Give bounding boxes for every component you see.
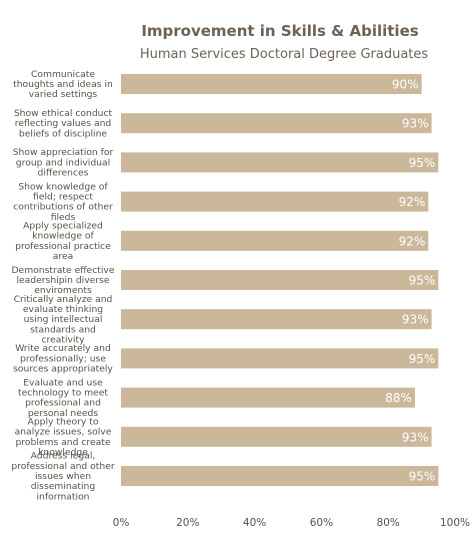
data-label: 93%	[402, 117, 429, 131]
data-label: 95%	[409, 274, 436, 288]
category-label: Demonstrate effective leadershipin divers…	[11, 265, 114, 296]
bar	[121, 309, 432, 330]
bar	[121, 230, 429, 251]
data-label: 95%	[409, 156, 436, 170]
bar	[121, 387, 415, 408]
bar	[121, 270, 439, 290]
data-label: 95%	[409, 470, 436, 484]
data-label: 93%	[402, 430, 429, 444]
data-label: 92%	[399, 195, 426, 209]
bars	[121, 74, 439, 486]
x-axis-tick-labels: 0% 20% 40% 60% 80% 100%	[113, 517, 470, 529]
data-label: 88%	[385, 391, 412, 405]
category-label: Show ethical conduct reflecting values an…	[14, 108, 113, 139]
category-label: Address legal, professional and other issu…	[11, 451, 114, 503]
bar	[121, 74, 422, 94]
category-label: Show knowledge of field; respect contribut…	[13, 181, 113, 223]
bar	[121, 426, 432, 447]
category-label: Write accurately and professionally; use s…	[13, 343, 113, 374]
x-tick-label: 80%	[377, 517, 400, 529]
x-tick-label: 40%	[243, 517, 266, 529]
category-label: Show appreciation for group and individua…	[13, 147, 114, 178]
category-label: Apply theory to analyze issues, solve prob…	[15, 417, 112, 459]
bar	[121, 348, 439, 369]
category-label: Critically analyze and evaluate thinking u…	[14, 294, 113, 346]
x-tick-label: 20%	[176, 517, 199, 529]
bar	[121, 191, 429, 212]
chart-subtitle: Human Services Doctoral Degree Graduates	[140, 47, 429, 62]
bar	[121, 152, 439, 173]
bar	[121, 466, 439, 486]
x-tick-label: 0%	[113, 517, 130, 529]
category-label: Evaluate and use technology to meet profes…	[18, 377, 108, 419]
category-label: Apply specialized knowledge of professiona…	[15, 221, 111, 263]
category-labels: Communicate thoughts and ideas in varied s…	[11, 69, 114, 503]
chart-title: Improvement in Skills & Abilities	[141, 22, 418, 40]
data-labels: 90% 93% 95% 92% 92% 95% 93% 95% 88% 93% 95%	[385, 78, 435, 484]
x-tick-label: 60%	[310, 517, 333, 529]
data-label: 95%	[409, 352, 436, 366]
x-tick-label: 100%	[440, 517, 470, 529]
data-label: 93%	[402, 313, 429, 327]
data-label: 92%	[399, 234, 426, 248]
data-label: 90%	[392, 78, 419, 92]
bar	[121, 113, 432, 134]
category-label: Communicate thoughts and ideas in varied s…	[13, 69, 113, 100]
